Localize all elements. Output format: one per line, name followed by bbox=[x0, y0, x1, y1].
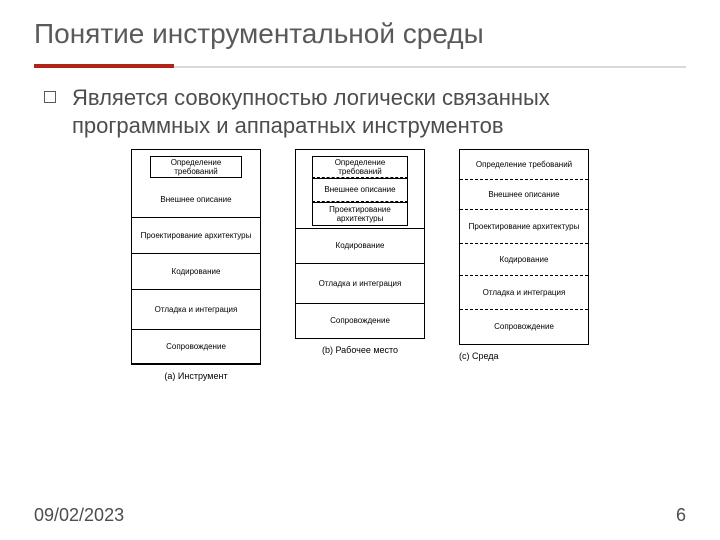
footer: 09/02/2023 6 bbox=[34, 505, 686, 526]
column-a-wrap: Определение требований Внешнее описание … bbox=[131, 149, 261, 382]
cell-c-1: Определение требований bbox=[460, 150, 588, 180]
cell-b-4: Кодирование bbox=[296, 228, 424, 264]
cell-a-1: Определение требований bbox=[150, 156, 242, 178]
cell-b-1: Определение требований bbox=[312, 156, 408, 178]
cell-c-6: Сопровождение bbox=[460, 310, 588, 344]
bullet-text: Является совокупностью логически связанн… bbox=[72, 84, 686, 139]
footer-date: 09/02/2023 bbox=[34, 505, 124, 526]
column-b-wrap: Определение требований Внешнее описание … bbox=[295, 149, 425, 382]
cell-c-3: Проектирование архитектуры bbox=[460, 210, 588, 244]
column-b: Определение требований Внешнее описание … bbox=[295, 149, 425, 339]
cell-b-2: Внешнее описание bbox=[312, 178, 408, 202]
bullet-item: Является совокупностью логически связанн… bbox=[44, 84, 686, 139]
divider-rest bbox=[174, 66, 686, 68]
stack-b: Определение требований Внешнее описание … bbox=[312, 156, 408, 226]
column-c: Определение требований Внешнее описание … bbox=[459, 149, 589, 345]
divider-accent bbox=[34, 64, 174, 68]
cell-b-5: Отладка и интеграция bbox=[296, 264, 424, 304]
cell-c-5: Отладка и интеграция bbox=[460, 276, 588, 310]
divider bbox=[34, 64, 686, 68]
footer-page: 6 bbox=[676, 505, 686, 526]
caption-b: (b) Рабочее место bbox=[322, 345, 398, 356]
cell-a-5: Отладка и интеграция bbox=[132, 290, 260, 330]
diagram: Определение требований Внешнее описание … bbox=[34, 149, 686, 382]
cell-a-2: Внешнее описание bbox=[132, 182, 260, 218]
cell-b-6: Сопровождение bbox=[296, 304, 424, 338]
caption-c: (c) Среда bbox=[459, 351, 509, 362]
column-a: Определение требований Внешнее описание … bbox=[131, 149, 261, 365]
caption-a: (a) Инструмент bbox=[164, 371, 227, 382]
cell-a-4: Кодирование bbox=[132, 254, 260, 290]
cell-c-4: Кодирование bbox=[460, 244, 588, 276]
cell-b-3: Проектирование архитектуры bbox=[312, 202, 408, 226]
cell-c-2: Внешнее описание bbox=[460, 180, 588, 210]
slide-title: Понятие инструментальной среды bbox=[34, 18, 686, 50]
cell-a-3: Проектирование архитектуры bbox=[132, 218, 260, 254]
cell-a-6: Сопровождение bbox=[132, 330, 260, 364]
column-c-wrap: Определение требований Внешнее описание … bbox=[459, 149, 589, 382]
bullet-marker bbox=[44, 91, 56, 103]
